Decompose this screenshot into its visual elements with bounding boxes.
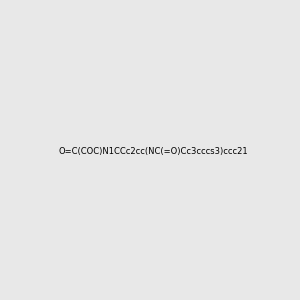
- Text: O=C(COC)N1CCc2cc(NC(=O)Cc3cccs3)ccc21: O=C(COC)N1CCc2cc(NC(=O)Cc3cccs3)ccc21: [59, 147, 249, 156]
